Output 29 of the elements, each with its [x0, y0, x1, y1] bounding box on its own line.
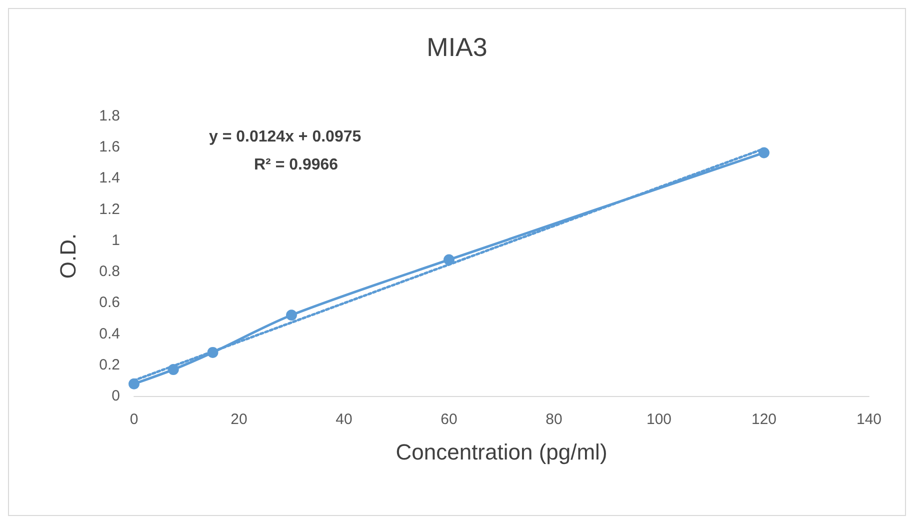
- annotation: R² = 0.9966: [254, 156, 338, 174]
- y-tick-label: 0.4: [99, 325, 120, 342]
- x-tick-label: 60: [440, 411, 458, 428]
- point: [168, 364, 179, 376]
- x-axis-title: Concentration (pg/ml): [396, 440, 608, 464]
- y-tick-label: 0.8: [99, 263, 120, 280]
- y-tick-label: 1.2: [99, 200, 120, 218]
- y-tick-label: 1.4: [99, 170, 120, 187]
- x-tick-label: 120: [751, 411, 777, 428]
- x-tick-label: 80: [546, 411, 562, 428]
- y-tick-label: 0: [112, 388, 120, 404]
- y-tick-label: 0.2: [99, 356, 120, 374]
- x-tick-label: 140: [856, 411, 882, 428]
- point: [444, 254, 454, 266]
- annotation: y = 0.0124x + 0.0975: [209, 128, 362, 146]
- x-tick-label: 20: [230, 411, 248, 428]
- y-axis-title: O.D.: [56, 233, 80, 279]
- point: [286, 310, 297, 321]
- y-tick-label: 0.6: [99, 294, 120, 312]
- x-tick-label: 100: [646, 411, 672, 428]
- x-tick-label: 40: [336, 411, 352, 428]
- y-tick-label: 1.6: [99, 138, 120, 156]
- point: [758, 147, 770, 158]
- y-tick-label: 1.8: [99, 108, 120, 124]
- y-tick-label: 1: [112, 232, 120, 249]
- point: [128, 378, 140, 390]
- point: [207, 346, 218, 358]
- chart-title: MIA3: [426, 32, 488, 62]
- x-tick-label: 0: [130, 411, 138, 428]
